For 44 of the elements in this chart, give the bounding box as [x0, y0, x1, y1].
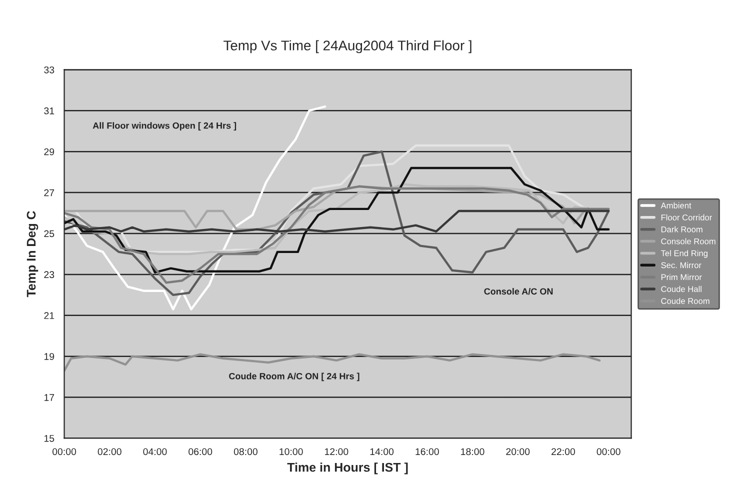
- line-series: [64, 185, 610, 284]
- y-tick-label: 31: [44, 107, 54, 114]
- annotation: All Floor windows Open [ 24 Hrs ]: [92, 122, 236, 131]
- x-tick-label: 00:00: [596, 448, 620, 456]
- x-tick-label: 12:00: [325, 448, 348, 456]
- legend-label: Console Room: [661, 238, 716, 244]
- y-tick-label: 17: [44, 394, 54, 401]
- y-tick-label: 21: [44, 312, 54, 319]
- x-tick-label: 10:00: [280, 448, 303, 456]
- x-tick-label: 22:00: [552, 448, 576, 456]
- x-tick-label: 08:00: [234, 448, 258, 456]
- x-tick-label: 04:00: [143, 448, 167, 456]
- y-tick-label: 23: [44, 271, 54, 278]
- line-series: [64, 150, 610, 296]
- y-tick-label: 29: [44, 148, 54, 156]
- y-axis-title: Temp In Deg C: [26, 211, 38, 298]
- legend-label: Coude Room: [661, 298, 710, 304]
- x-axis-title: Time in Hours [ IST ]: [287, 462, 408, 474]
- y-tick-label: 19: [44, 353, 54, 360]
- legend-label: Prim Mirror: [661, 274, 702, 280]
- annotation: Coude Room A/C ON [ 24 Hrs ]: [229, 372, 360, 382]
- y-tick-label: 15: [44, 435, 54, 442]
- legend-label: Floor Corridor: [661, 214, 712, 220]
- legend-label: Sec. Mirror: [661, 262, 702, 268]
- y-tick-label: 25: [44, 230, 54, 238]
- legend-label: Coude Hall: [661, 286, 702, 292]
- y-tick-label: 27: [44, 189, 54, 196]
- line-series: [64, 105, 326, 310]
- x-tick-label: 16:00: [416, 448, 439, 456]
- line-series: [64, 210, 610, 233]
- x-tick-label: 18:00: [461, 448, 484, 456]
- x-tick-label: 02:00: [98, 448, 122, 456]
- annotation: Console A/C ON: [484, 288, 553, 295]
- legend-label: Ambient: [660, 202, 692, 208]
- x-tick-label: 06:00: [188, 448, 212, 456]
- x-tick-label: 14:00: [370, 448, 394, 456]
- y-tick-label: 33: [44, 66, 54, 74]
- legend-label: Tel End Ring: [660, 250, 708, 258]
- chart-title: Temp Vs Time [ 24Aug2004 Third Floor ]: [224, 40, 472, 54]
- line-series: [64, 353, 601, 372]
- line-series: [64, 166, 610, 274]
- x-tick-label: 20:00: [506, 448, 530, 456]
- x-tick-label: 00:00: [52, 448, 76, 456]
- legend-label: Dark Room: [661, 226, 702, 232]
